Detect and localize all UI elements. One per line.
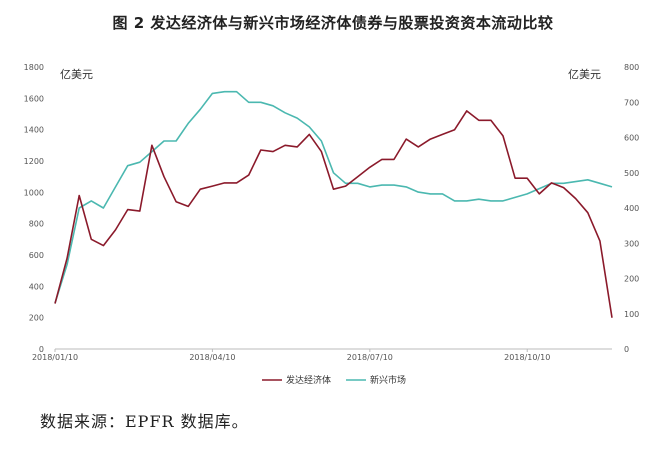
axes-layer: 0 200 400 600 800 1000 1200 1400 1600 1800 0 100 200… bbox=[24, 63, 640, 362]
right-tick-label: 800 bbox=[624, 63, 639, 72]
chart-title: 图 2 发达经济体与新兴市场经济体债券与股票投资资本流动比较 bbox=[112, 14, 554, 32]
legend-label: 新兴市场 bbox=[370, 374, 406, 386]
series-line-developed bbox=[54, 110, 613, 318]
right-tick-label: 100 bbox=[624, 310, 639, 319]
series-layer bbox=[54, 90, 613, 318]
right-tick-label: 400 bbox=[624, 204, 639, 213]
x-tick-label: 2018/07/10 bbox=[347, 353, 393, 362]
right-tick-label: 200 bbox=[624, 275, 639, 284]
left-tick-label: 800 bbox=[29, 220, 44, 229]
left-tick-label: 600 bbox=[29, 251, 44, 260]
right-tick-label: 500 bbox=[624, 169, 639, 178]
left-tick-label: 400 bbox=[29, 282, 44, 291]
right-tick-label: 0 bbox=[624, 345, 629, 354]
right-axis-unit: 亿美元 bbox=[568, 68, 601, 81]
legend-item-emerging: 新兴市场 bbox=[346, 374, 406, 386]
left-tick-label: 1000 bbox=[24, 188, 44, 197]
x-tick-label: 2018/10/10 bbox=[504, 353, 550, 362]
left-tick-label: 0 bbox=[39, 345, 44, 354]
left-tick-label: 200 bbox=[29, 314, 44, 323]
legend-item-developed: 发达经济体 bbox=[262, 374, 331, 386]
right-tick-label: 700 bbox=[624, 98, 639, 107]
x-tick-label: 2018/01/10 bbox=[32, 353, 78, 362]
x-tick-label: 2018/04/10 bbox=[189, 353, 235, 362]
right-tick-label: 600 bbox=[624, 134, 639, 143]
source-note: 数据来源：EPFR 数据库。 bbox=[40, 412, 249, 431]
left-tick-label: 1400 bbox=[24, 126, 44, 135]
right-tick-label: 300 bbox=[624, 239, 639, 248]
left-tick-label: 1600 bbox=[24, 94, 44, 103]
series-line-emerging bbox=[54, 90, 613, 304]
left-axis-unit: 亿美元 bbox=[60, 68, 93, 81]
left-tick-label: 1800 bbox=[24, 63, 44, 72]
left-tick-label: 1200 bbox=[24, 157, 44, 166]
legend: 发达经济体 新兴市场 bbox=[262, 374, 406, 386]
legend-label: 发达经济体 bbox=[286, 374, 331, 386]
